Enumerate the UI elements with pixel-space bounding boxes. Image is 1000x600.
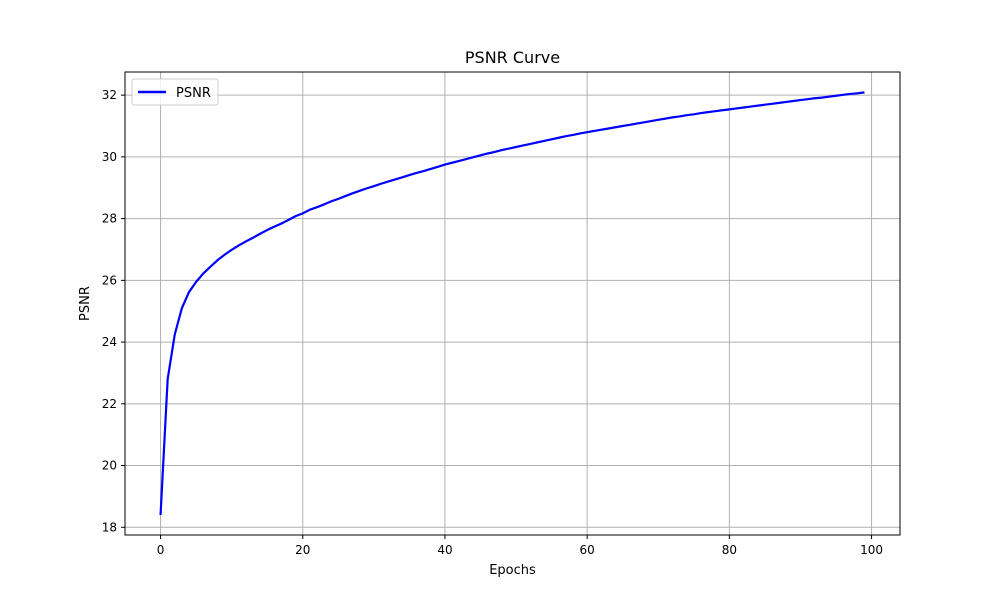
plot-frame <box>124 71 901 536</box>
x-tick-label: 20 <box>295 543 310 557</box>
y-axis-label: PSNR <box>78 286 93 321</box>
y-tick-label: 20 <box>102 459 117 473</box>
x-axis-label: Epochs <box>489 563 536 578</box>
legend: PSNR <box>131 78 219 106</box>
y-tick-label: 26 <box>102 273 117 287</box>
y-tick-label: 24 <box>102 335 117 349</box>
chart-title: PSNR Curve <box>465 48 560 67</box>
y-tick-label: 22 <box>102 397 117 411</box>
x-tick-label: 100 <box>860 543 883 557</box>
legend-label: PSNR <box>176 86 211 101</box>
y-tick-label: 30 <box>102 150 117 164</box>
x-tick-label: 80 <box>722 543 737 557</box>
x-tick-label: 40 <box>437 543 452 557</box>
x-tick-label: 0 <box>157 543 165 557</box>
legend-box <box>131 78 219 106</box>
axes-ticks: 0 20 40 60 80 100 18 20 22 24 26 28 30 32 <box>102 88 883 557</box>
y-tick-label: 18 <box>102 520 117 534</box>
x-tick-label: 60 <box>580 543 595 557</box>
grid <box>125 72 900 535</box>
y-tick-label: 28 <box>102 212 117 226</box>
series-layer <box>159 91 865 515</box>
y-tick-label: 32 <box>102 88 117 102</box>
psnr-series-line <box>159 91 865 515</box>
